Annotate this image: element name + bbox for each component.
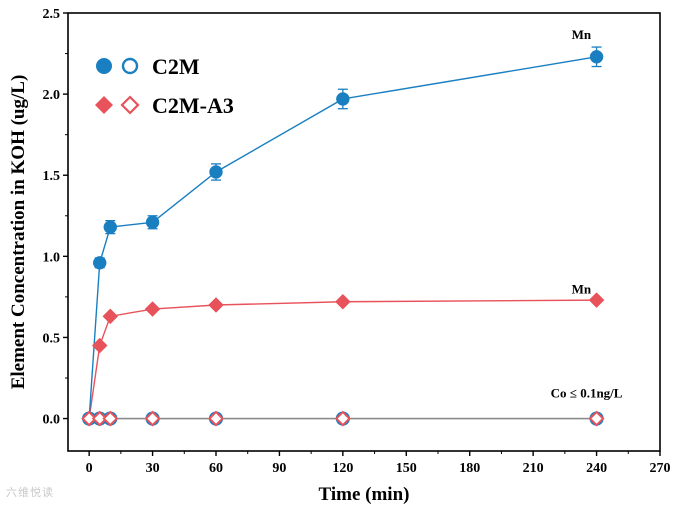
annotation-label: Mn [572, 27, 592, 42]
x-tick-label: 210 [523, 461, 544, 476]
y-axis-label: Element Concentration in KOH (ug/L) [8, 75, 29, 390]
y-tick-label: 2.0 [43, 88, 61, 103]
annotations: Mn Mn Co ≤ 0.1ng/L [551, 27, 623, 401]
data-point-c2m-mn [589, 50, 604, 64]
data-point-c2m-a3-mn [208, 297, 224, 313]
data-point-c2m-a3-co [588, 410, 605, 427]
data-point-c2m-a3-mn [144, 301, 161, 317]
annotation-label: Mn [572, 282, 592, 297]
series-line-c2m-a3-mn [88, 299, 597, 419]
plot-area [81, 46, 605, 427]
data-point-c2m-mn [145, 215, 160, 230]
legend-c2m-filled-marker [96, 58, 112, 74]
x-axis: 0 30 60 90 120 150 180 210 240 270 [86, 451, 671, 476]
x-tick-label: 240 [586, 461, 607, 476]
y-tick-label: 1.5 [43, 169, 61, 184]
x-tick-label: 0 [86, 461, 93, 476]
x-tick-label: 90 [272, 461, 286, 476]
y-axis: 0.0 0.5 1.0 1.5 2.0 2.5 [43, 7, 68, 428]
data-point-c2m-mn [92, 256, 107, 270]
data-point-c2m-a3-co [102, 410, 119, 427]
plot-frame [67, 12, 661, 452]
x-tick-label: 30 [146, 461, 160, 476]
x-tick-label: 60 [209, 461, 223, 476]
y-tick-label: 0.0 [43, 413, 61, 428]
legend: C2M C2M-A3 [95, 54, 234, 118]
data-point-c2m-a3-co [208, 410, 224, 427]
x-tick-label: 180 [459, 461, 480, 476]
legend-c2m-open-marker [121, 57, 139, 75]
data-point-c2m-a3-co [334, 410, 351, 427]
data-point-c2m-a3-co [91, 410, 108, 427]
data-point-c2m-mn [103, 220, 118, 234]
y-tick-label: 1.0 [43, 250, 61, 265]
data-point-c2m-a3-co [144, 410, 161, 427]
data-point-c2m-a3-mn [588, 292, 605, 308]
legend-c2m-a3-open-marker [120, 95, 140, 115]
x-tick-label: 270 [650, 461, 671, 476]
watermark: 六维悦读 [6, 486, 54, 499]
data-point-c2m-mn [336, 92, 350, 106]
y-tick-label: 2.5 [43, 7, 61, 22]
legend-label-c2m: C2M [152, 54, 200, 79]
x-tick-label: 120 [332, 461, 353, 476]
data-point-c2m-a3-mn [335, 293, 351, 310]
legend-label-c2m-a3: C2M-A3 [152, 93, 234, 118]
annotation-label: Co ≤ 0.1ng/L [551, 385, 623, 400]
legend-c2m-a3-filled-marker [95, 96, 113, 114]
data-point-c2m-a3-mn [91, 337, 108, 354]
x-axis-label: Time (min) [319, 484, 410, 505]
data-point-c2m-a3-mn [102, 308, 119, 325]
x-tick-label: 150 [396, 461, 417, 476]
data-point-c2m-mn [209, 165, 223, 179]
data-point-c2m-a3-co [81, 410, 98, 427]
y-tick-label: 0.5 [43, 331, 61, 346]
